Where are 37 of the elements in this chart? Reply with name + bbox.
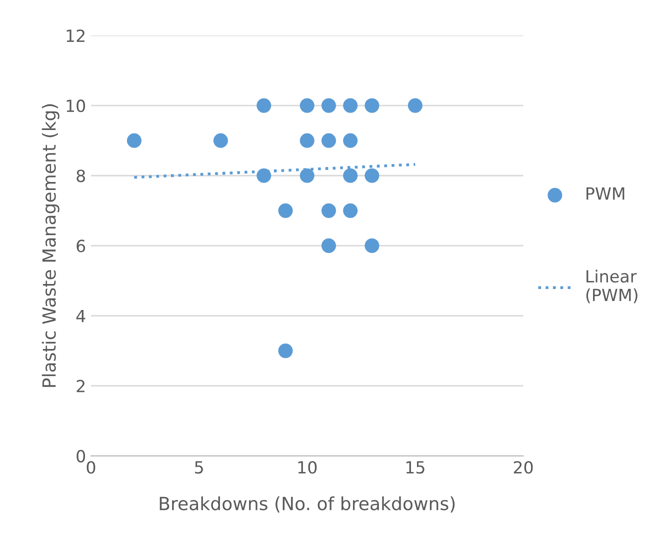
y-tick-label: 4 xyxy=(76,310,86,322)
y-tick-label: 12 xyxy=(66,29,84,42)
point xyxy=(343,133,358,148)
point xyxy=(278,344,293,358)
point xyxy=(213,133,228,148)
y-tick-label: 2 xyxy=(76,380,84,392)
legend-label: Linear (PWM) xyxy=(586,270,638,304)
point xyxy=(364,168,380,183)
point xyxy=(300,133,314,148)
point xyxy=(321,238,336,253)
x-tick-label: 0 xyxy=(86,461,96,474)
y-tick-label: 10 xyxy=(66,100,86,112)
y-tick-label: 6 xyxy=(76,240,86,252)
point xyxy=(126,133,142,148)
point xyxy=(321,98,336,113)
point xyxy=(321,203,336,218)
x-tick-label: 5 xyxy=(195,461,203,474)
x-tick-label: 15 xyxy=(406,461,424,474)
point xyxy=(256,98,272,113)
point xyxy=(364,98,380,113)
x-axis-title: Breakdowns (No. of breakdowns) xyxy=(160,496,455,512)
point xyxy=(343,168,358,183)
x-tick-label: 20 xyxy=(514,461,533,474)
point xyxy=(321,133,336,148)
y-tick-label: 8 xyxy=(76,170,85,182)
point xyxy=(343,203,358,218)
y-tick-label: 0 xyxy=(76,450,86,462)
point xyxy=(300,168,314,183)
point xyxy=(364,238,380,253)
point xyxy=(343,98,358,113)
point xyxy=(408,98,422,113)
point xyxy=(300,98,314,113)
point xyxy=(256,168,272,183)
point xyxy=(278,203,293,218)
x-tick-label: 10 xyxy=(298,461,317,474)
legend-label: PWM xyxy=(586,187,624,200)
y-axis-title: Plastic Waste Management (kg) xyxy=(42,104,60,387)
